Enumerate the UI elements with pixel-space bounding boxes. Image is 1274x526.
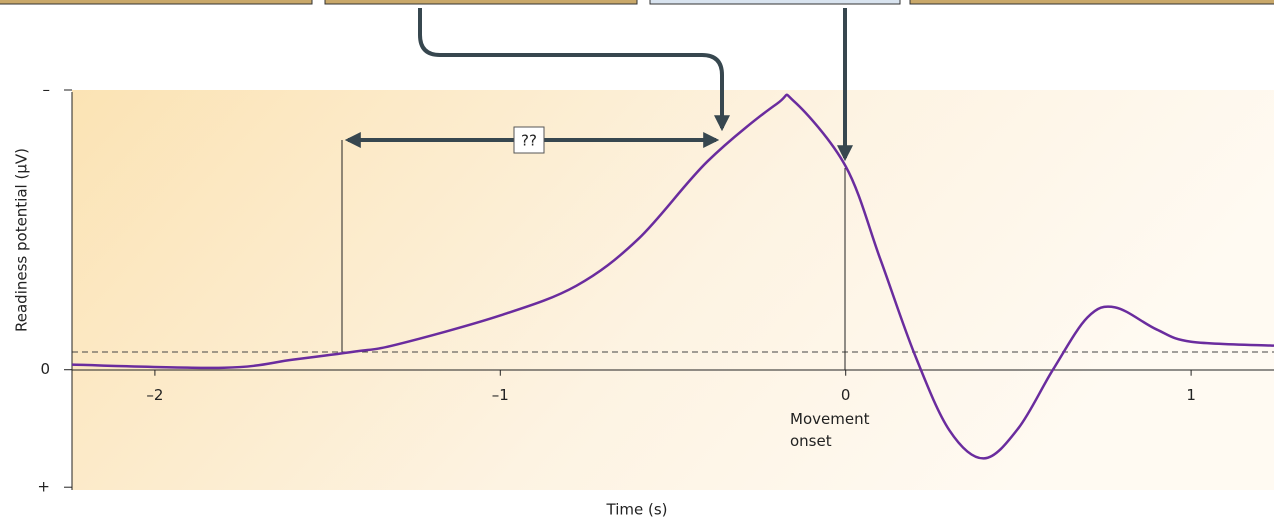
- x-tick-label: 1: [1186, 386, 1196, 404]
- x-tick-label: 0: [841, 386, 851, 404]
- panel: [910, 0, 1274, 4]
- chart: ?? Time (s) Readiness potential (µV) –2 –…: [0, 0, 1274, 522]
- page: ?? Time (s) Readiness potential (µV) –2 –…: [0, 0, 1274, 522]
- x-tick-label: –2: [146, 386, 163, 404]
- y-tick-label: +: [37, 478, 50, 496]
- y-tick-label: 0: [40, 360, 50, 378]
- x-tick-label: –1: [492, 386, 509, 404]
- y-axis-label: Readiness potential (µV): [13, 148, 31, 332]
- panel: [0, 0, 312, 4]
- annotation: ??: [521, 132, 537, 150]
- plot-background: [72, 90, 1274, 490]
- panel: [650, 0, 900, 4]
- y-tick-label: –: [43, 81, 51, 99]
- annotation: Movement onset: [790, 408, 890, 452]
- x-axis-label: Time (s): [606, 501, 668, 519]
- panel: [325, 0, 637, 4]
